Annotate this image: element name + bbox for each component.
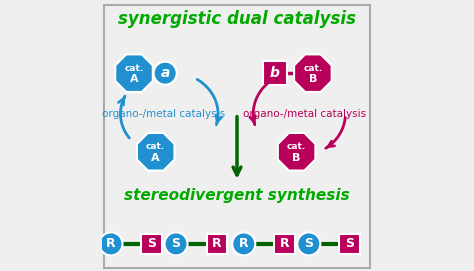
Ellipse shape — [232, 233, 255, 255]
Ellipse shape — [154, 62, 177, 85]
Text: S: S — [304, 237, 313, 250]
Bar — [207, 234, 227, 254]
Text: stereodivergent synthesis: stereodivergent synthesis — [124, 188, 350, 203]
Text: R: R — [239, 237, 248, 250]
Text: cat.: cat. — [124, 64, 144, 73]
Bar — [339, 234, 360, 254]
Polygon shape — [115, 54, 153, 92]
Text: B: B — [292, 153, 301, 163]
Polygon shape — [294, 54, 332, 92]
Text: a: a — [161, 66, 170, 80]
Ellipse shape — [100, 233, 122, 255]
Text: S: S — [345, 237, 354, 250]
Text: R: R — [280, 237, 289, 250]
Text: cat.: cat. — [146, 142, 165, 151]
Text: R: R — [212, 237, 221, 250]
Text: B: B — [309, 74, 317, 84]
Text: A: A — [151, 153, 160, 163]
Text: S: S — [172, 237, 181, 250]
Text: A: A — [130, 74, 138, 84]
Bar — [274, 234, 294, 254]
Text: cat.: cat. — [303, 64, 322, 73]
Text: cat.: cat. — [287, 142, 306, 151]
Text: b: b — [270, 66, 280, 80]
Text: R: R — [106, 237, 116, 250]
Text: organo-/metal catalysis: organo-/metal catalysis — [243, 109, 366, 119]
Text: synergistic dual catalysis: synergistic dual catalysis — [118, 10, 356, 28]
Text: organo-/metal catalysis: organo-/metal catalysis — [102, 109, 226, 119]
Bar — [141, 234, 162, 254]
Polygon shape — [137, 133, 174, 170]
Bar — [263, 61, 287, 85]
Polygon shape — [278, 133, 315, 170]
Ellipse shape — [164, 233, 188, 255]
Text: S: S — [147, 237, 156, 250]
Ellipse shape — [297, 233, 320, 255]
